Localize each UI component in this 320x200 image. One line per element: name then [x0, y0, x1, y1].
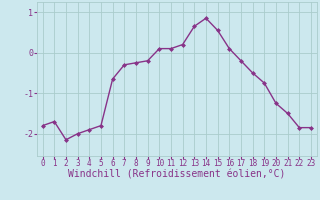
- X-axis label: Windchill (Refroidissement éolien,°C): Windchill (Refroidissement éolien,°C): [68, 170, 285, 180]
